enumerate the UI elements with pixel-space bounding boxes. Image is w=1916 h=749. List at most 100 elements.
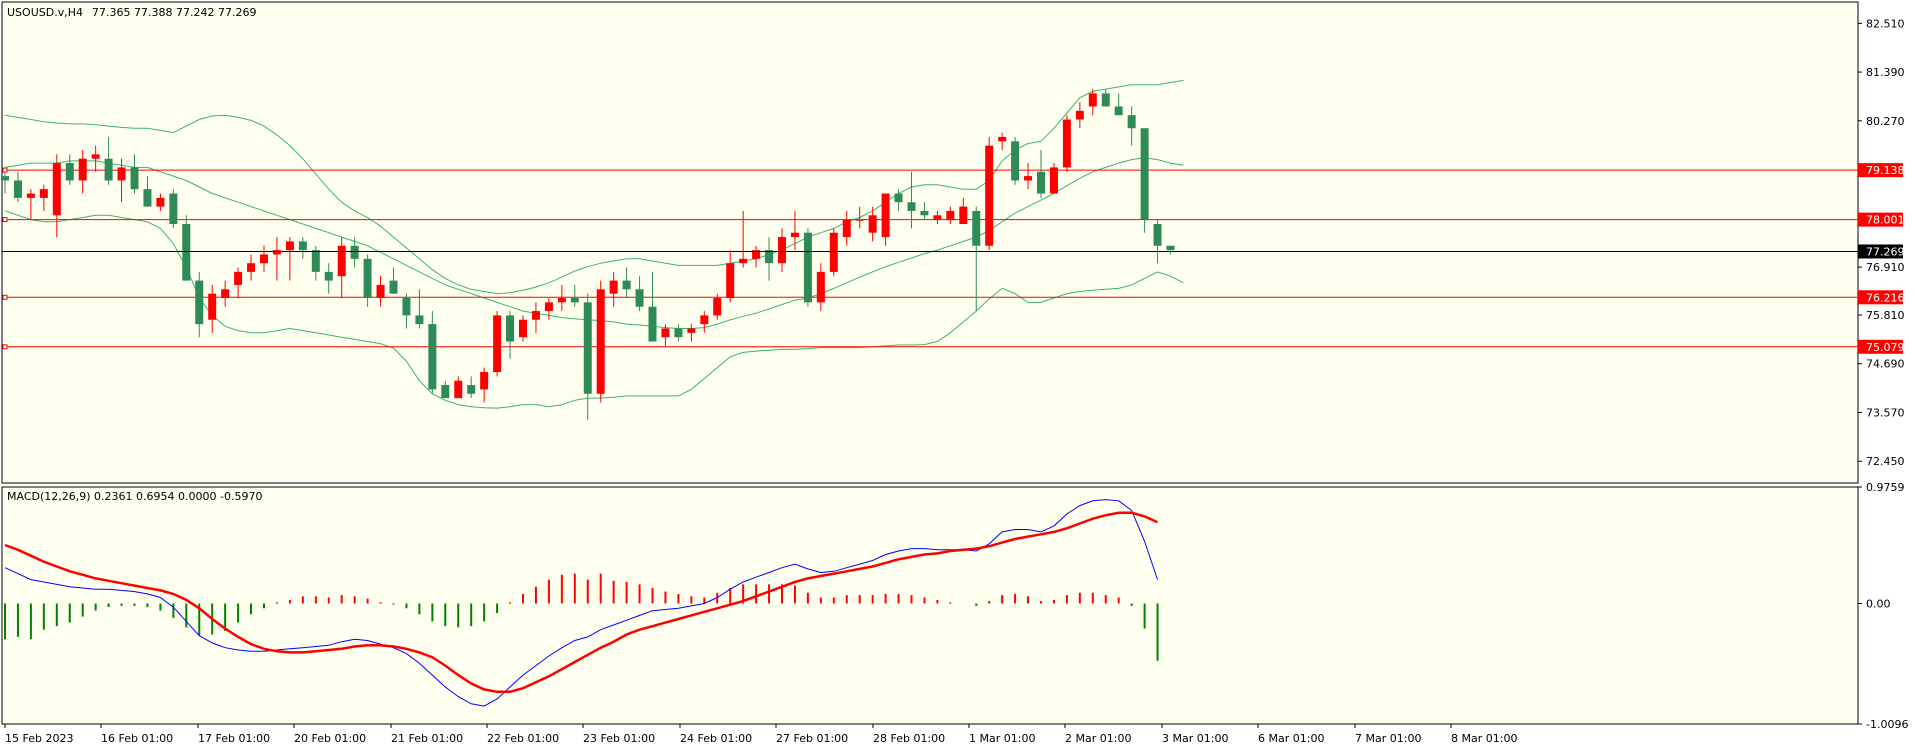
- time-tick-label: 1 Mar 01:00: [969, 732, 1035, 745]
- candle-body: [1, 176, 9, 181]
- candle-body: [687, 328, 696, 333]
- candle-body: [907, 202, 916, 211]
- candle-body: [1114, 106, 1123, 116]
- candle-body: [272, 250, 281, 255]
- price-tick-label: 75.810: [1866, 309, 1905, 322]
- candle-body: [1127, 115, 1136, 129]
- level-anchor-handle: [2, 167, 8, 173]
- candle-body: [985, 145, 994, 246]
- candle-body: [622, 280, 631, 290]
- time-tick-label: 24 Feb 01:00: [680, 732, 752, 745]
- candle-body: [1024, 176, 1033, 181]
- candle-body: [778, 237, 786, 264]
- level-anchor-handle: [2, 294, 8, 300]
- candle-body: [130, 167, 139, 190]
- candle-body: [726, 263, 735, 298]
- candle-body: [260, 254, 268, 264]
- price-tick-label: 76.910: [1866, 261, 1905, 274]
- candle-body: [1166, 245, 1175, 251]
- candle-body: [829, 232, 838, 272]
- time-tick-label: 23 Feb 01:00: [583, 732, 655, 745]
- candle-body: [661, 328, 670, 338]
- candle-body: [713, 298, 722, 316]
- candle-body: [544, 302, 553, 312]
- candle-body: [557, 298, 566, 303]
- candle-body: [26, 193, 35, 198]
- candle-body: [363, 258, 372, 298]
- level-price-tag: [1858, 290, 1903, 305]
- candle-body: [143, 189, 152, 207]
- time-tick-label: 28 Feb 01:00: [873, 732, 945, 745]
- time-tick-label: 8 Mar 01:00: [1451, 732, 1517, 745]
- candle-body: [842, 219, 851, 238]
- candle-body: [765, 250, 774, 264]
- candle-body: [480, 372, 489, 390]
- candle-body: [531, 311, 540, 320]
- candle-body: [1140, 128, 1149, 220]
- price-tick-label: 82.510: [1866, 17, 1905, 30]
- macd-indicator-label: MACD(12,26,9) 0.2361 0.6954 0.0000 -0.59…: [7, 490, 262, 503]
- price-panel-frame: [1, 1, 1859, 484]
- candle-body: [169, 193, 178, 224]
- candle-body: [298, 241, 307, 251]
- candle-body: [739, 258, 748, 264]
- candle-body: [972, 210, 981, 246]
- candle-body: [816, 271, 825, 303]
- candle-body: [467, 385, 476, 394]
- candle-body: [1011, 141, 1020, 181]
- macd-panel-frame: [1, 486, 1859, 725]
- time-tick-label: 21 Feb 01:00: [391, 732, 463, 745]
- level-anchor-handle: [2, 217, 8, 223]
- candle-body: [324, 271, 333, 281]
- time-tick-label: 16 Feb 01:00: [101, 732, 173, 745]
- candle-body: [855, 219, 864, 221]
- candle-body: [415, 315, 424, 325]
- level-price-label: 79.138: [1866, 164, 1905, 177]
- price-panel[interactable]: USOUSD.v,H4 77.365 77.388 77.242 77.269 …: [1, 1, 1905, 484]
- candle-body: [195, 280, 204, 325]
- candle-body: [337, 245, 346, 277]
- price-tick-label: 73.570: [1866, 406, 1905, 419]
- horizontal-levels[interactable]: 79.138 78.001 76.216 75.079: [2, 163, 1905, 354]
- current-price-tag: [1858, 244, 1903, 259]
- candle-body: [752, 250, 761, 259]
- candle-body: [1153, 224, 1162, 246]
- time-tick-label: 15 Feb 2023: [5, 732, 73, 745]
- candle-body: [894, 193, 903, 203]
- candle-body: [428, 324, 437, 390]
- candle-body: [39, 189, 48, 198]
- candle-body: [583, 302, 592, 394]
- level-price-label: 76.216: [1866, 291, 1905, 304]
- candle-body: [493, 315, 502, 372]
- price-tick-label: 81.390: [1866, 66, 1905, 79]
- candle-body: [506, 315, 515, 342]
- candlestick-series: [1, 89, 1175, 420]
- candle-body: [52, 163, 61, 216]
- candle-body: [234, 271, 243, 285]
- candle-body: [221, 289, 230, 298]
- candle-body: [1049, 167, 1058, 194]
- candle-body: [104, 158, 113, 181]
- level-anchor-handle: [2, 344, 8, 350]
- macd-panel[interactable]: MACD(12,26,9) 0.2361 0.6954 0.0000 -0.59…: [1, 481, 1908, 731]
- time-tick-label: 27 Feb 01:00: [776, 732, 848, 745]
- candle-body: [389, 280, 398, 294]
- candle-body: [247, 263, 256, 272]
- candle-body: [441, 385, 450, 399]
- level-price-tag: [1858, 212, 1903, 227]
- level-price-tag: [1858, 339, 1903, 354]
- time-tick-label: 20 Feb 01:00: [294, 732, 366, 745]
- price-tick-label: 72.450: [1866, 455, 1905, 468]
- candle-body: [311, 250, 320, 272]
- time-axis: 15 Feb 2023 16 Feb 01:00 17 Feb 01:00 20 Fe…: [4, 724, 1517, 745]
- current-price-line: 77.269: [2, 244, 1905, 259]
- candle-body: [596, 289, 605, 394]
- candle-body: [700, 315, 709, 325]
- candle-body: [674, 328, 683, 338]
- candle-body: [1075, 110, 1084, 120]
- ohlc-readout: 77.365 77.388 77.242 77.269: [92, 6, 256, 19]
- time-tick-label: 7 Mar 01:00: [1355, 732, 1421, 745]
- candle-body: [998, 136, 1007, 142]
- candle-body: [208, 293, 217, 320]
- macd-tick-label: 0.9759: [1866, 481, 1905, 494]
